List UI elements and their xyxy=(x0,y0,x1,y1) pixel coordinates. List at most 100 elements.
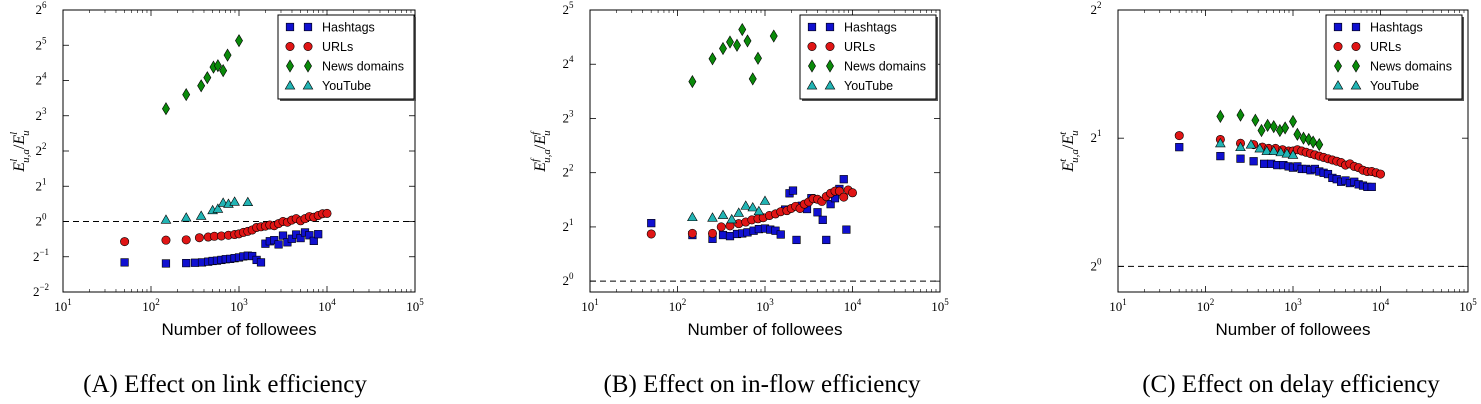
data-point xyxy=(1268,145,1280,155)
series-news-domains xyxy=(1216,108,1324,152)
legend-label: URLs xyxy=(844,40,875,54)
data-point xyxy=(748,72,757,86)
x-tick-label: 104 xyxy=(318,297,336,314)
y-tick-label: 23 xyxy=(563,108,575,125)
data-point xyxy=(839,175,848,184)
data-point xyxy=(1269,120,1278,134)
data-point xyxy=(718,230,728,240)
data-point xyxy=(822,235,831,245)
data-point xyxy=(120,237,130,247)
data-point xyxy=(1235,141,1246,152)
x-tick-label: 103 xyxy=(1284,297,1302,314)
legend-marker xyxy=(825,22,835,32)
data-point xyxy=(1236,154,1245,163)
y-tick-label: 20 xyxy=(563,271,575,288)
series-hashtags xyxy=(1175,143,1376,191)
data-point xyxy=(687,228,697,238)
legend-marker xyxy=(825,41,835,51)
legend-label: Hashtags xyxy=(844,21,897,35)
legend-marker xyxy=(1350,80,1362,90)
data-point xyxy=(190,258,200,267)
y-tick-label: 24 xyxy=(36,71,48,88)
legend-label: URLs xyxy=(322,40,353,54)
data-point xyxy=(1304,132,1313,147)
data-point xyxy=(195,210,207,220)
y-tick-label: 25 xyxy=(36,35,48,52)
caption: (C) Effect on delay efficiency xyxy=(1142,371,1440,398)
legend-label: Hashtags xyxy=(1370,21,1423,35)
data-point xyxy=(1275,146,1287,157)
data-point xyxy=(716,222,726,232)
data-point xyxy=(738,22,747,37)
series-youtube xyxy=(1215,137,1299,159)
y-tick-label: 23 xyxy=(36,106,48,123)
data-point xyxy=(740,200,752,210)
data-point xyxy=(1299,131,1308,145)
data-point xyxy=(1281,121,1290,135)
data-point xyxy=(229,196,240,206)
data-point xyxy=(818,215,827,224)
data-point xyxy=(1236,108,1245,122)
legend-box xyxy=(277,14,415,100)
data-point xyxy=(160,214,172,224)
data-point xyxy=(1245,139,1257,149)
y-tick-label: 24 xyxy=(563,54,575,71)
data-point xyxy=(1315,138,1324,152)
data-point xyxy=(180,212,192,222)
legend: Hashtags URLs News domains YouTube xyxy=(799,14,938,101)
legend-marker xyxy=(1333,41,1343,51)
legend-marker xyxy=(826,59,834,73)
legend-marker xyxy=(806,80,818,90)
chart-panel-b: 101 102 103 104 105 20 21 22 23 24 25 Hashtags URLs N… xyxy=(529,0,949,398)
x-tick-label: 102 xyxy=(669,297,687,314)
data-point xyxy=(847,188,857,198)
x-tick-label: 101 xyxy=(1109,297,1127,314)
data-point xyxy=(1309,135,1318,149)
data-point xyxy=(733,38,741,52)
data-point xyxy=(792,235,801,245)
legend-marker xyxy=(807,41,817,51)
data-point xyxy=(776,230,785,239)
legend-label: News domains xyxy=(844,60,926,74)
data-point xyxy=(213,59,222,73)
data-point xyxy=(181,235,191,245)
data-point xyxy=(296,233,305,243)
series-youtube xyxy=(687,195,771,224)
y-tick-label: 21 xyxy=(1091,128,1102,145)
data-point xyxy=(759,195,771,205)
y-tick-label: 21 xyxy=(36,176,47,193)
series-hashtags xyxy=(120,228,323,268)
data-point xyxy=(1376,169,1386,179)
legend-marker xyxy=(824,80,836,90)
data-point xyxy=(1174,131,1184,141)
legend-box xyxy=(799,14,937,100)
data-point xyxy=(274,240,283,249)
data-point xyxy=(726,35,734,49)
y-axis-label: Efu,a/Efu xyxy=(529,130,553,173)
data-point xyxy=(182,258,191,268)
data-point xyxy=(235,34,243,48)
data-point xyxy=(1251,113,1260,127)
legend-label: YouTube xyxy=(844,79,893,93)
data-point xyxy=(747,201,759,212)
data-point xyxy=(842,225,851,234)
data-point xyxy=(646,229,656,239)
chart-panel-a: 101 102 103 104 105 2−2 2−1 20 21 22 23 24 25 26 Hasht… xyxy=(8,0,424,398)
data-point xyxy=(1260,159,1269,168)
legend-marker xyxy=(1351,22,1361,32)
data-point xyxy=(270,236,279,245)
y-tick-label: 2−1 xyxy=(33,247,49,264)
data-point xyxy=(743,34,752,48)
legend-marker xyxy=(285,41,295,51)
data-point xyxy=(717,209,729,219)
x-tick-label: 102 xyxy=(142,297,160,314)
series-news-domains xyxy=(162,34,243,116)
data-point xyxy=(242,196,254,207)
legend-label: URLs xyxy=(1370,40,1401,54)
data-point xyxy=(1287,149,1299,159)
legend-marker xyxy=(1334,59,1342,73)
x-tick-label: 104 xyxy=(844,297,862,314)
legend-marker xyxy=(284,80,296,90)
data-point xyxy=(314,230,323,239)
